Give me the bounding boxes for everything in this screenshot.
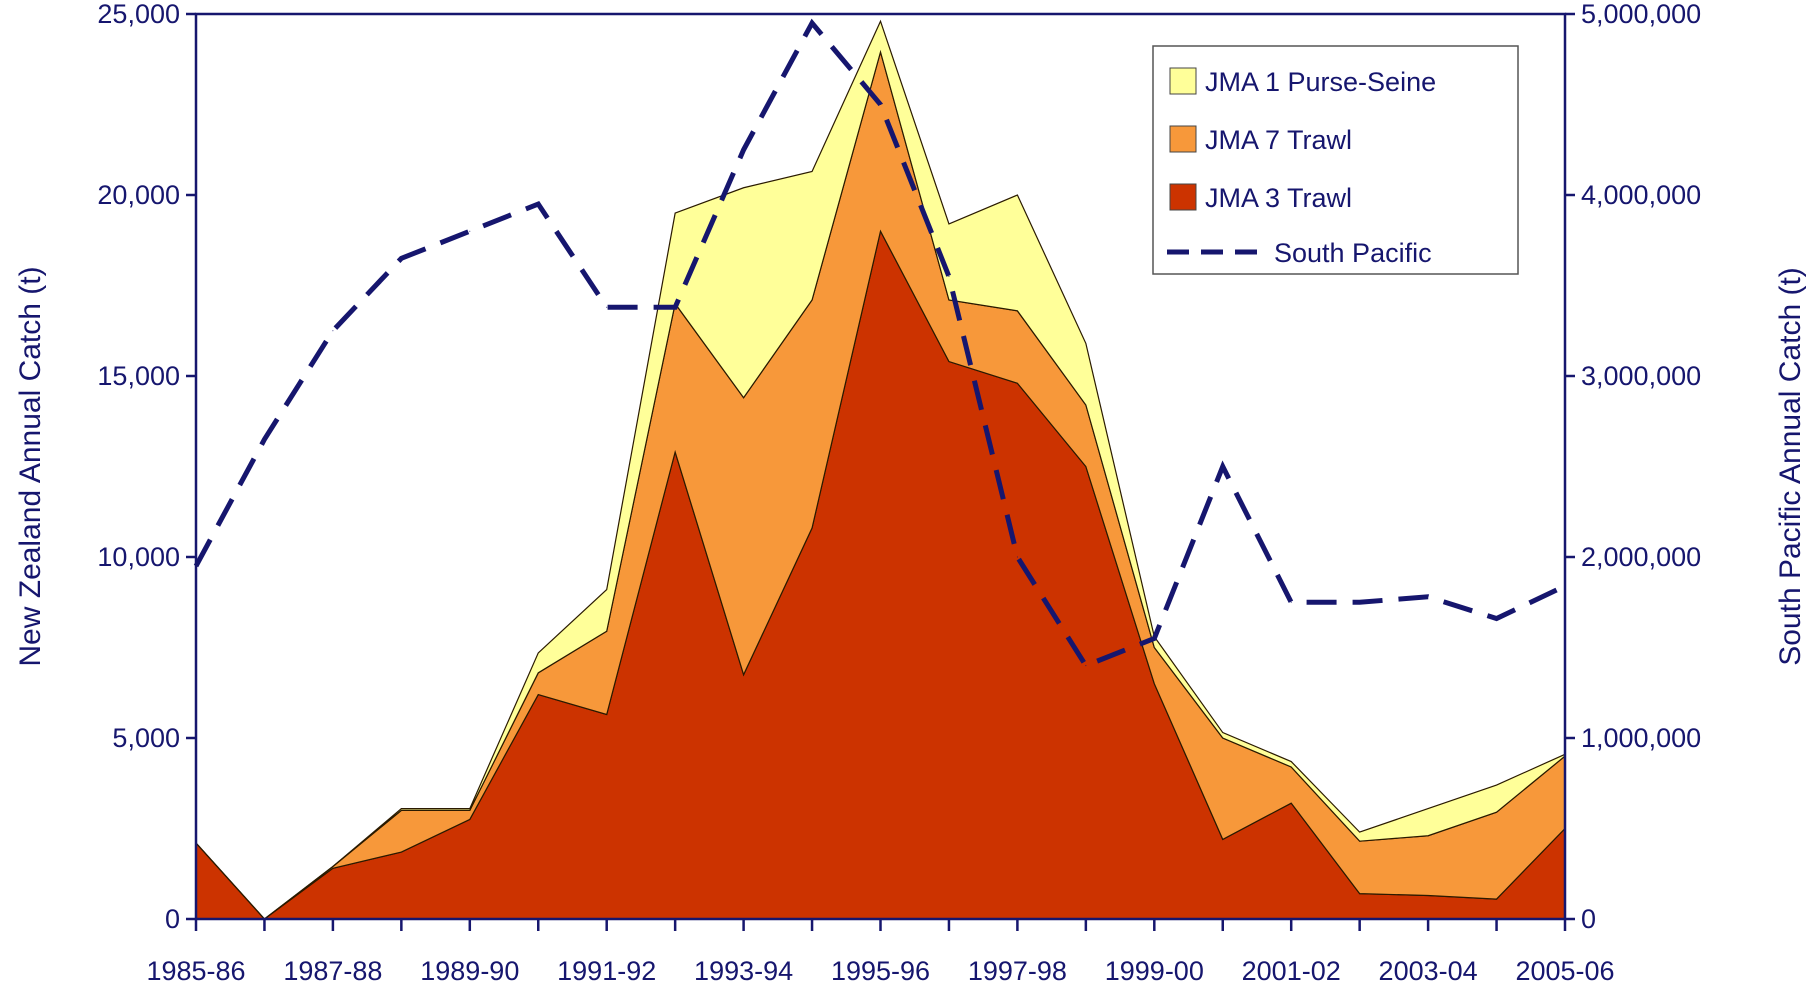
right-axis-ticks: 0 1,000,000 2,000,000 3,000,000 4,000,000 5,0… (1565, 0, 1701, 934)
south-pacific-point (880, 104, 881, 105)
legend-label-jma3-trawl: JMA 3 Trawl (1205, 183, 1352, 213)
x-axis-ticks: 1985-86 1987-88 1989-90 1991-92 1993-94 1995-… (146, 919, 1615, 986)
south-pacific-point (674, 306, 676, 308)
x-tick-label: 2001-02 (1242, 956, 1341, 986)
x-tick-label: 2005-06 (1515, 956, 1614, 986)
x-tick-label: 1997-98 (968, 956, 1067, 986)
right-axis-title: South Pacific Annual Catch (t) (1774, 267, 1807, 666)
south-pacific-point (1427, 596, 1429, 598)
south-pacific-point (743, 149, 745, 151)
south-pacific-point (1016, 556, 1018, 558)
x-tick-label: 1989-90 (420, 956, 519, 986)
legend-swatch-purse-seine (1169, 67, 1197, 95)
right-tick-label: 4,000,000 (1581, 180, 1701, 210)
right-tick-label: 3,000,000 (1581, 361, 1701, 391)
right-tick-label: 1,000,000 (1581, 723, 1701, 753)
south-pacific-point (332, 330, 334, 332)
south-pacific-point (263, 438, 265, 440)
right-tick-label: 0 (1581, 904, 1596, 934)
x-tick-label: 1991-92 (557, 956, 656, 986)
legend-label-south-pacific: South Pacific (1274, 238, 1432, 268)
south-pacific-point (469, 230, 471, 232)
south-pacific-point (400, 257, 402, 259)
x-tick-label: 1995-96 (831, 956, 930, 986)
left-tick-label: 15,000 (97, 361, 180, 391)
south-pacific-point (1496, 618, 1498, 620)
left-axis-title: New Zealand Annual Catch (t) (14, 266, 47, 666)
south-pacific-point (1359, 601, 1361, 603)
south-pacific-point (537, 203, 539, 205)
south-pacific-point (811, 22, 813, 24)
left-tick-label: 5,000 (112, 723, 180, 753)
legend-label-purse-seine: JMA 1 Purse-Seine (1205, 67, 1436, 97)
x-tick-label: 1999-00 (1105, 956, 1204, 986)
south-pacific-point (948, 275, 950, 277)
south-pacific-point (1290, 601, 1292, 603)
legend-box (1152, 45, 1519, 275)
left-axis-ticks: 0 5,000 10,000 15,000 20,000 25,000 (97, 0, 196, 934)
left-tick-label: 10,000 (97, 542, 180, 572)
left-tick-label: 20,000 (97, 180, 180, 210)
legend-swatch-jma7-trawl (1169, 125, 1197, 153)
south-pacific-point (606, 306, 608, 308)
legend-label-jma7-trawl: JMA 7 Trawl (1205, 125, 1352, 155)
south-pacific-point (1085, 665, 1087, 667)
legend-swatch-jma3-trawl (1169, 183, 1197, 211)
left-tick-label: 0 (165, 904, 180, 934)
x-tick-label: 2003-04 (1379, 956, 1478, 986)
right-tick-label: 2,000,000 (1581, 542, 1701, 572)
x-tick-label: 1987-88 (283, 956, 382, 986)
x-tick-label: 1985-86 (146, 956, 245, 986)
left-tick-label: 25,000 (97, 0, 180, 29)
right-tick-label: 5,000,000 (1581, 0, 1701, 29)
legend: JMA 1 Purse-Seine JMA 7 Trawl JMA 3 Traw… (1152, 45, 1519, 275)
south-pacific-point (1222, 466, 1224, 467)
x-tick-label: 1993-94 (694, 956, 793, 986)
south-pacific-point (1153, 637, 1155, 639)
